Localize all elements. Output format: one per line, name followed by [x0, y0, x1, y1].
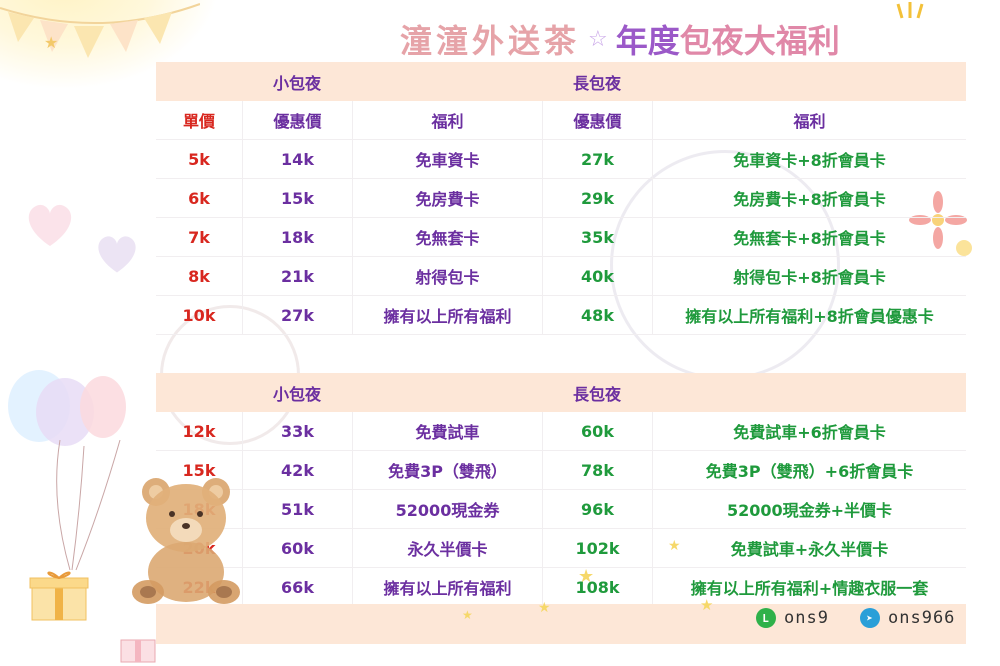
long-price-cell: 60k: [542, 412, 652, 450]
star-icon: ★: [700, 596, 714, 614]
price-cell: 7k: [188, 227, 210, 247]
heart-decoration: [28, 204, 72, 246]
long-price-cell: 102k: [542, 529, 652, 567]
gift-box-decoration: [120, 639, 156, 663]
balloon-string-decoration: [56, 440, 121, 571]
table-row: 7k 18k 免無套卡 35k 免無套卡+8折會員卡: [156, 218, 966, 257]
price-cell: 8k: [188, 266, 210, 286]
price-cell: 10k: [182, 305, 216, 325]
price-cell: 15k: [182, 460, 216, 480]
short-price-cell: 66k: [242, 568, 352, 606]
short-benefit-cell: 永久半價卡: [352, 529, 542, 567]
star-icon: ★: [668, 538, 681, 554]
sparkle-decoration: [896, 2, 924, 19]
price-cell: 12k: [182, 421, 216, 441]
page-title: 潼潼外送茶 ☆ 年度包夜大福利: [400, 14, 970, 64]
table-row: 15k 42k 免費3P（雙飛） 78k 免費3P（雙飛）+6折會員卡: [156, 451, 966, 490]
line-icon: L: [756, 608, 776, 628]
short-price-cell: 14k: [242, 140, 352, 178]
gift-box-decoration: [29, 571, 89, 621]
col-header-short-price: 優惠價: [242, 101, 352, 139]
table-row: 6k 15k 免房費卡 29k 免房費卡+8折會員卡: [156, 179, 966, 218]
short-benefit-cell: 52000現金券: [352, 490, 542, 528]
short-benefit-cell: 射得包卡: [352, 257, 542, 295]
short-price-cell: 21k: [242, 257, 352, 295]
table-row: 5k 14k 免車資卡 27k 免車資卡+8折會員卡: [156, 140, 966, 179]
long-price-cell: 96k: [542, 490, 652, 528]
long-benefit-cell: 免費試車+永久半價卡: [652, 529, 966, 567]
telegram-contact[interactable]: ➤ ons966: [860, 608, 955, 628]
line-id: ons9: [784, 608, 829, 628]
line-contact[interactable]: L ons9: [756, 608, 829, 628]
svg-text:★: ★: [44, 33, 58, 52]
short-night-header: 小包夜: [272, 384, 321, 404]
long-price-cell: 27k: [542, 140, 652, 178]
star-icon: ☆: [588, 26, 608, 52]
col-header-long-benefit: 福利: [652, 101, 966, 139]
column-header-row: 單價 優惠價 福利 優惠價 福利: [156, 101, 966, 140]
long-benefit-cell: 擁有以上所有福利+情趣衣服一套: [652, 568, 966, 606]
shop-name: 潼潼外送茶: [400, 22, 581, 60]
star-icon: ★: [538, 600, 551, 616]
short-price-cell: 60k: [242, 529, 352, 567]
long-benefit-cell: 52000現金券+半價卡: [652, 490, 966, 528]
col-header-short-benefit: 福利: [352, 101, 542, 139]
table-row: 20k 60k 永久半價卡 102k 免費試車+永久半價卡: [156, 529, 966, 568]
short-benefit-cell: 免無套卡: [352, 218, 542, 256]
short-price-cell: 51k: [242, 490, 352, 528]
short-price-cell: 42k: [242, 451, 352, 489]
long-night-header: 長包夜: [572, 73, 621, 93]
balloon-decoration: [80, 376, 126, 438]
table-row: 22k 66k 擁有以上所有福利 108k 擁有以上所有福利+情趣衣服一套: [156, 568, 966, 607]
table-row: 12k 33k 免費試車 60k 免費試車+6折會員卡: [156, 412, 966, 451]
long-price-cell: 108k: [542, 568, 652, 606]
col-header-long-price: 優惠價: [542, 101, 652, 139]
long-price-cell: 35k: [542, 218, 652, 256]
table-header-band: 小包夜 長包夜: [156, 373, 966, 412]
title-part1: 年度: [615, 22, 680, 60]
long-price-cell: 48k: [542, 296, 652, 334]
long-benefit-cell: 免房費卡+8折會員卡: [652, 179, 966, 217]
long-price-cell: 78k: [542, 451, 652, 489]
short-benefit-cell: 擁有以上所有福利: [352, 568, 542, 606]
heart-decoration: [98, 236, 136, 273]
long-benefit-cell: 免無套卡+8折會員卡: [652, 218, 966, 256]
price-cell: 6k: [188, 188, 210, 208]
short-benefit-cell: 免車資卡: [352, 140, 542, 178]
short-price-cell: 15k: [242, 179, 352, 217]
long-benefit-cell: 擁有以上所有福利+8折會員優惠卡: [652, 296, 966, 334]
footer-band: [156, 604, 966, 644]
short-price-cell: 33k: [242, 412, 352, 450]
telegram-icon: ➤: [860, 608, 880, 628]
long-night-header: 長包夜: [572, 384, 621, 404]
price-table-2: 小包夜 長包夜 12k 33k 免費試車 60k 免費試車+6折會員卡 15k …: [156, 373, 966, 607]
title-part2: 包夜大福利: [679, 22, 840, 60]
short-benefit-cell: 擁有以上所有福利: [352, 296, 542, 334]
long-benefit-cell: 免車資卡+8折會員卡: [652, 140, 966, 178]
telegram-id: ons966: [888, 608, 956, 628]
teddy-bear-illustration: [132, 478, 240, 604]
price-cell: 5k: [188, 149, 210, 169]
short-benefit-cell: 免費試車: [352, 412, 542, 450]
short-benefit-cell: 免費3P（雙飛）: [352, 451, 542, 489]
table-row: 10k 27k 擁有以上所有福利 48k 擁有以上所有福利+8折會員優惠卡: [156, 296, 966, 335]
short-night-header: 小包夜: [272, 73, 321, 93]
star-icon: ★: [578, 566, 595, 587]
long-price-cell: 29k: [542, 179, 652, 217]
table-header-band: 小包夜 長包夜: [156, 62, 966, 101]
long-benefit-cell: 免費3P（雙飛）+6折會員卡: [652, 451, 966, 489]
bunting-decoration: ★: [0, 3, 200, 58]
title-highlight: 年度包夜大福利: [616, 16, 840, 62]
price-table-1: 小包夜 長包夜 單價 優惠價 福利 優惠價 福利 5k 14k 免車資卡 27k…: [156, 62, 966, 335]
short-price-cell: 18k: [242, 218, 352, 256]
table-row: 18k 51k 52000現金券 96k 52000現金券+半價卡: [156, 490, 966, 529]
short-price-cell: 27k: [242, 296, 352, 334]
long-benefit-cell: 射得包卡+8折會員卡: [652, 257, 966, 295]
star-icon: ★: [462, 608, 473, 622]
col-header-price: 單價: [182, 112, 215, 131]
short-benefit-cell: 免房費卡: [352, 179, 542, 217]
table-row: 8k 21k 射得包卡 40k 射得包卡+8折會員卡: [156, 257, 966, 296]
long-price-cell: 40k: [542, 257, 652, 295]
long-benefit-cell: 免費試車+6折會員卡: [652, 412, 966, 450]
